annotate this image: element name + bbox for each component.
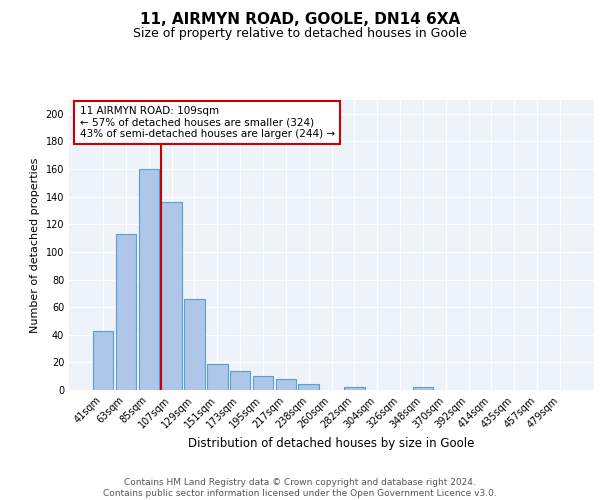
Bar — [184, 299, 205, 390]
Bar — [161, 202, 182, 390]
Text: 11, AIRMYN ROAD, GOOLE, DN14 6XA: 11, AIRMYN ROAD, GOOLE, DN14 6XA — [140, 12, 460, 28]
Bar — [413, 387, 433, 390]
Bar — [253, 376, 273, 390]
X-axis label: Distribution of detached houses by size in Goole: Distribution of detached houses by size … — [188, 436, 475, 450]
Bar — [298, 384, 319, 390]
Text: Size of property relative to detached houses in Goole: Size of property relative to detached ho… — [133, 28, 467, 40]
Text: 11 AIRMYN ROAD: 109sqm
← 57% of detached houses are smaller (324)
43% of semi-de: 11 AIRMYN ROAD: 109sqm ← 57% of detached… — [79, 106, 335, 139]
Bar — [230, 370, 250, 390]
Bar — [275, 379, 296, 390]
Text: Contains HM Land Registry data © Crown copyright and database right 2024.
Contai: Contains HM Land Registry data © Crown c… — [103, 478, 497, 498]
Bar — [344, 387, 365, 390]
Bar — [116, 234, 136, 390]
Bar — [207, 364, 227, 390]
Bar — [93, 330, 113, 390]
Bar — [139, 169, 159, 390]
Y-axis label: Number of detached properties: Number of detached properties — [30, 158, 40, 332]
